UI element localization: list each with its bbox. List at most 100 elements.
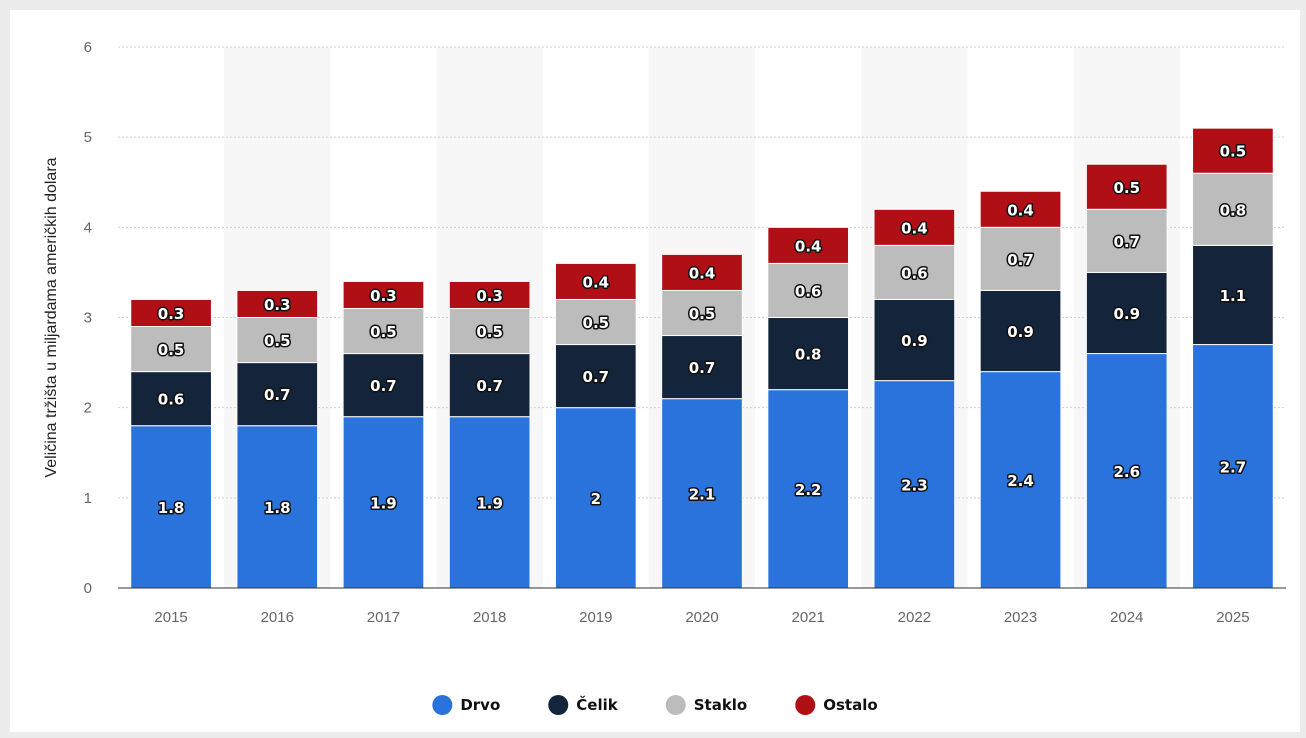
y-axis-ticks: 0 1 2 3 4 5 6 xyxy=(84,39,92,597)
bar-segment-staklo xyxy=(1192,172,1274,246)
legend: Drvo Čelik Staklo Ostalo xyxy=(432,695,878,715)
y-tick-label: 0 xyxy=(84,580,92,597)
data-label: 0.5 xyxy=(158,341,185,359)
bar-segment-ostalo xyxy=(554,262,637,300)
data-label: 0.9 xyxy=(901,332,928,350)
x-tick-label: 2017 xyxy=(367,609,400,626)
bar-segment-staklo xyxy=(448,307,531,355)
data-label: 1.8 xyxy=(158,499,185,517)
legend-marker xyxy=(548,695,569,715)
bar-segment-ostalo xyxy=(448,280,531,309)
bar-segment-drvo xyxy=(1192,344,1274,589)
y-tick-label: 2 xyxy=(84,400,92,417)
bar-segment-ostalo xyxy=(661,253,743,291)
data-label: 0.3 xyxy=(264,296,291,314)
legend-label: Čelik xyxy=(576,695,618,714)
legend-marker xyxy=(665,695,686,715)
bar-segment-drvo xyxy=(342,416,425,589)
data-label: 0.7 xyxy=(264,386,291,404)
data-label: 2.2 xyxy=(795,481,822,499)
data-label: 1.1 xyxy=(1220,287,1247,305)
data-label: 0.7 xyxy=(476,377,503,395)
legend-item-drvo[interactable]: Drvo xyxy=(432,695,500,715)
x-axis-ticks: 2015 2016 2017 2018 2019 2020 2021 2022 2023 2024… xyxy=(154,609,1249,626)
bar-segment-ostalo xyxy=(979,190,1062,228)
bar-segment-drvo xyxy=(661,398,743,589)
data-label: 1.9 xyxy=(476,494,503,512)
legend-item-ostalo[interactable]: Ostalo xyxy=(795,695,878,715)
legend-label: Ostalo xyxy=(823,696,877,714)
legend-label: Drvo xyxy=(460,696,500,714)
data-label: 0.5 xyxy=(689,305,716,323)
data-label: 0.5 xyxy=(1113,179,1140,197)
bar-segment-čelik xyxy=(979,289,1062,373)
bar-segment-čelik xyxy=(1192,244,1274,346)
data-label: 0.7 xyxy=(1007,251,1034,269)
data-label: 0.9 xyxy=(1007,323,1034,341)
chart-container: 0 1 2 3 4 5 6 Veličina tržišta u miljardama am… xyxy=(10,10,1300,732)
bar-segment-staklo xyxy=(236,317,319,364)
bar-segment-čelik xyxy=(554,344,637,409)
y-axis-label: Veličina tržišta u miljardama američkih … xyxy=(43,157,60,477)
bar-segment-staklo xyxy=(342,307,425,355)
x-tick-label: 2019 xyxy=(579,609,612,626)
bar-segment-staklo xyxy=(554,298,637,346)
bar-stack-2024: 2.6 0.9 0.7 0.5 xyxy=(1085,163,1168,589)
bar-segment-staklo xyxy=(979,226,1062,291)
data-label: 1.9 xyxy=(370,494,397,512)
x-tick-label: 2023 xyxy=(1004,609,1037,626)
data-label: 0.8 xyxy=(1220,201,1247,219)
x-tick-label: 2016 xyxy=(261,609,294,626)
bar-segment-drvo xyxy=(873,380,956,589)
bar-segment-ostalo xyxy=(130,298,212,328)
data-label: 2.7 xyxy=(1220,458,1247,476)
bar-stack-2015: 1.8 0.6 0.5 0.3 xyxy=(130,298,212,589)
stacked-bar-chart: 0 1 2 3 4 5 6 Veličina tržišta u miljardama am… xyxy=(43,39,1286,715)
data-label: 2.4 xyxy=(1007,472,1034,490)
bar-segment-staklo xyxy=(1085,208,1168,273)
bar-segment-ostalo xyxy=(1085,163,1168,210)
data-label: 2 xyxy=(591,490,601,508)
bar-stack-2025: 2.7 1.1 0.8 0.5 xyxy=(1192,127,1274,589)
bar-segment-čelik xyxy=(873,298,956,382)
bar-stack-2023: 2.4 0.9 0.7 0.4 xyxy=(979,190,1062,589)
x-tick-label: 2018 xyxy=(473,609,506,626)
bar-stack-2022: 2.3 0.9 0.6 0.4 xyxy=(873,208,956,589)
bar-segment-ostalo xyxy=(1192,127,1274,174)
data-label: 0.3 xyxy=(370,287,397,305)
bar-segment-ostalo xyxy=(236,289,319,319)
x-tick-label: 2025 xyxy=(1216,609,1249,626)
data-label: 0.6 xyxy=(158,391,185,409)
data-label: 0.8 xyxy=(795,346,822,364)
y-tick-label: 1 xyxy=(84,490,92,507)
bar-segment-staklo xyxy=(873,244,956,300)
data-label: 0.4 xyxy=(689,264,716,282)
x-tick-label: 2020 xyxy=(685,609,718,626)
bar-stack-2019: 2 0.7 0.5 0.4 xyxy=(554,262,637,589)
data-label: 2.1 xyxy=(689,485,716,503)
legend-item-staklo[interactable]: Staklo xyxy=(665,695,748,715)
data-label: 0.5 xyxy=(583,314,610,332)
data-label: 0.6 xyxy=(901,264,928,282)
y-tick-label: 4 xyxy=(84,219,92,236)
data-label: 0.4 xyxy=(795,237,822,255)
data-label: 0.6 xyxy=(795,282,822,300)
data-label: 0.7 xyxy=(583,368,610,386)
data-label: 1.8 xyxy=(264,499,291,517)
bar-segment-drvo xyxy=(236,425,319,589)
y-tick-label: 5 xyxy=(84,129,92,146)
x-tick-label: 2021 xyxy=(791,609,824,626)
legend-marker xyxy=(795,695,816,715)
data-label: 0.4 xyxy=(583,273,610,291)
data-label: 0.4 xyxy=(901,219,928,237)
data-label: 0.7 xyxy=(1113,233,1140,251)
bars: 1.8 0.6 0.5 0.3 1.8 0.7 0.5 0.3 1.9 0.7 0.5 0.3 1.9 0… xyxy=(130,127,1274,589)
legend-item-čelik[interactable]: Čelik xyxy=(548,695,619,715)
y-tick-label: 6 xyxy=(84,39,92,56)
data-label: 0.5 xyxy=(370,323,397,341)
bar-segment-drvo xyxy=(767,389,850,589)
bar-stack-2018: 1.9 0.7 0.5 0.3 xyxy=(448,280,531,589)
bar-segment-staklo xyxy=(130,326,212,373)
data-label: 0.5 xyxy=(264,332,291,350)
bar-segment-čelik xyxy=(236,362,319,427)
